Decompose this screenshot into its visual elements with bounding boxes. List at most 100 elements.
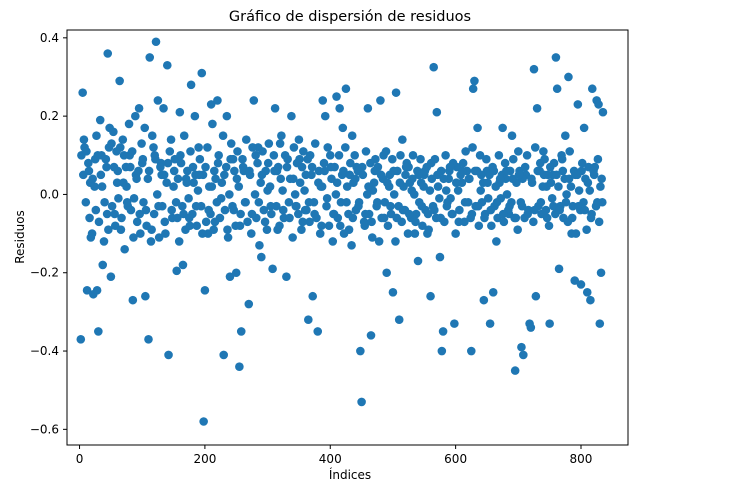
data-point <box>566 182 576 191</box>
data-point <box>173 174 183 184</box>
data-point <box>104 225 113 234</box>
data-point <box>426 291 435 301</box>
data-point <box>122 197 132 207</box>
data-point <box>419 182 428 191</box>
data-point <box>523 209 533 219</box>
data-point <box>134 166 143 176</box>
data-point <box>488 288 498 297</box>
data-point <box>482 154 491 164</box>
data-point <box>278 186 287 195</box>
data-point <box>392 213 402 223</box>
data-point <box>477 170 486 180</box>
data-point <box>552 84 562 94</box>
data-point <box>410 229 420 238</box>
data-point <box>454 217 464 227</box>
data-point <box>420 166 430 176</box>
data-point <box>100 197 109 207</box>
data-point <box>243 217 252 227</box>
data-point <box>432 107 442 117</box>
data-point <box>234 182 244 191</box>
data-point <box>266 201 276 211</box>
data-point <box>195 154 205 164</box>
data-point <box>292 201 301 211</box>
data-point <box>109 127 118 137</box>
data-point <box>299 147 308 156</box>
data-point <box>160 217 170 227</box>
data-point <box>136 229 145 238</box>
data-point <box>169 182 178 191</box>
data-point <box>278 205 288 215</box>
data-point <box>574 186 584 195</box>
x-axis-label: Índices <box>329 467 371 482</box>
data-point <box>141 205 151 215</box>
data-point <box>366 158 375 168</box>
data-point <box>88 174 97 184</box>
data-point <box>552 170 561 180</box>
data-point <box>94 327 103 336</box>
data-point <box>408 150 418 160</box>
data-point <box>562 190 571 199</box>
data-point <box>383 178 392 187</box>
data-point <box>577 158 587 168</box>
data-point <box>381 147 391 156</box>
data-point <box>213 158 223 168</box>
data-point <box>126 205 136 215</box>
data-point <box>382 268 391 278</box>
data-point <box>238 162 248 172</box>
data-point <box>144 334 153 344</box>
data-point <box>356 346 365 356</box>
y-tick-label: −0.2 <box>30 266 59 280</box>
data-point <box>319 158 329 168</box>
data-point <box>226 139 236 148</box>
data-point <box>283 154 292 164</box>
data-point <box>514 147 523 156</box>
data-point <box>538 182 548 191</box>
data-point <box>483 178 492 187</box>
data-point <box>388 154 397 164</box>
data-point <box>571 229 581 238</box>
data-point <box>304 197 314 207</box>
data-point <box>186 80 196 90</box>
data-point <box>179 131 189 141</box>
data-point <box>173 213 182 223</box>
data-point <box>531 291 541 301</box>
data-point <box>99 237 109 246</box>
data-point <box>451 178 461 187</box>
data-point <box>310 209 319 219</box>
data-point <box>241 135 251 144</box>
data-point <box>398 205 408 215</box>
data-point <box>161 229 170 238</box>
data-point <box>282 162 292 172</box>
data-point <box>517 342 526 352</box>
data-points <box>76 37 608 426</box>
data-point <box>468 143 477 152</box>
data-point <box>268 264 277 274</box>
data-point <box>176 150 185 160</box>
data-point <box>122 182 131 191</box>
data-point <box>197 68 207 78</box>
data-point <box>341 84 351 94</box>
y-axis-label: Residuos <box>13 210 27 264</box>
data-point <box>76 334 86 344</box>
data-point <box>229 205 239 215</box>
data-point <box>549 201 558 211</box>
data-point <box>586 295 595 305</box>
data-point <box>110 209 119 219</box>
data-point <box>391 237 400 246</box>
data-point <box>513 225 522 234</box>
data-point <box>334 150 344 160</box>
data-point <box>425 186 435 195</box>
data-point <box>595 319 605 328</box>
data-point <box>288 174 298 184</box>
data-point <box>134 104 144 113</box>
data-point <box>178 201 187 211</box>
data-point <box>374 237 384 246</box>
data-point <box>329 209 339 219</box>
data-point <box>401 170 410 180</box>
data-point <box>235 221 245 231</box>
data-point <box>436 213 445 223</box>
data-point <box>561 197 571 207</box>
data-point <box>92 131 101 141</box>
data-point <box>332 92 341 101</box>
data-point <box>445 162 455 172</box>
